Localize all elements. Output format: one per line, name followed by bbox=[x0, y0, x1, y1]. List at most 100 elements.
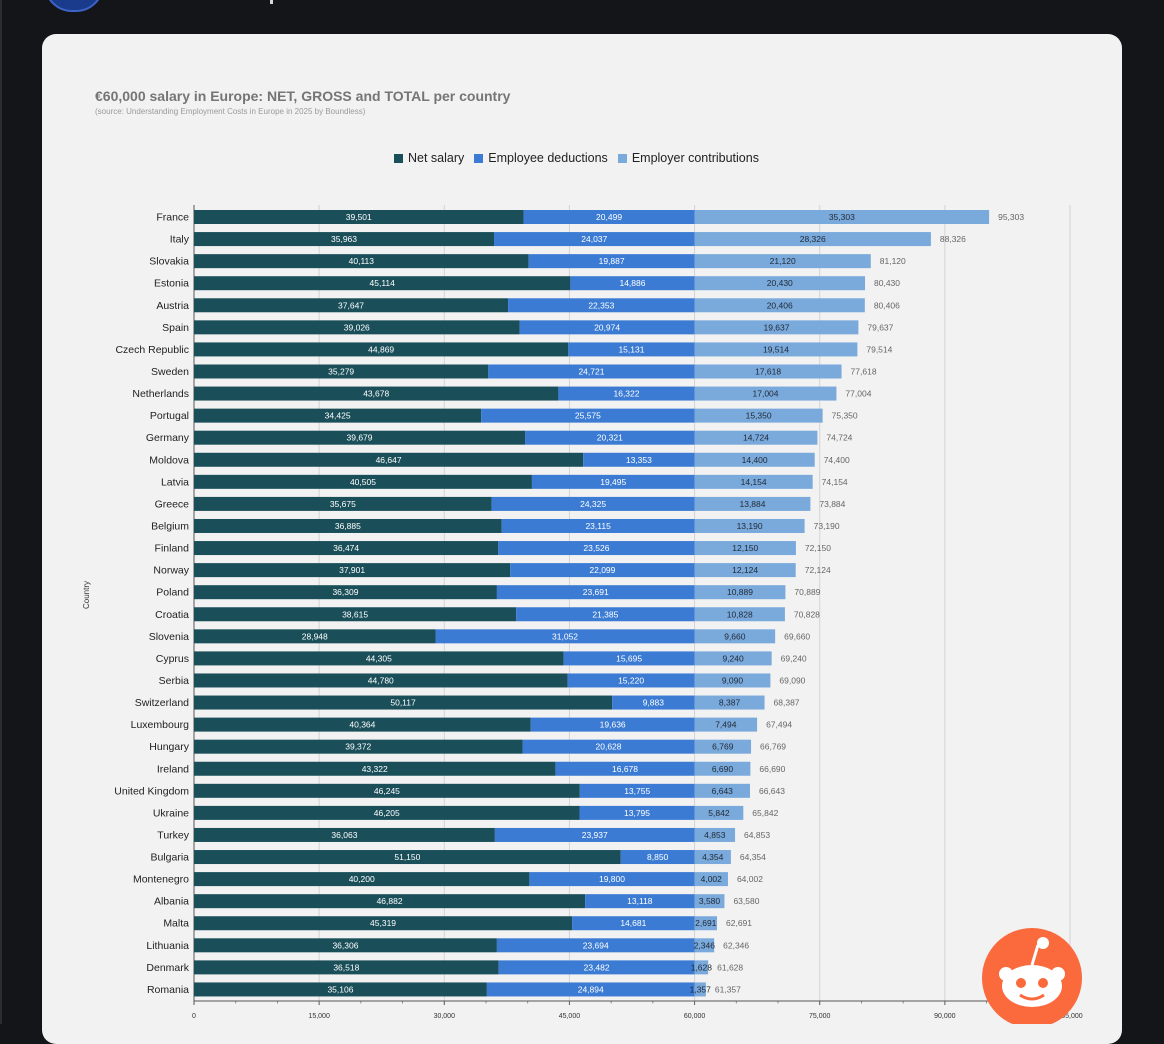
chart-subtitle: (source: Understanding Employment Costs … bbox=[95, 107, 366, 116]
bar-segment bbox=[694, 673, 771, 688]
total-label: 77,004 bbox=[845, 389, 871, 399]
bar-segment bbox=[694, 982, 706, 997]
bar-segment bbox=[194, 430, 526, 445]
bar-value-label: 36,474 bbox=[333, 543, 359, 553]
bar-value-label: 40,200 bbox=[349, 874, 375, 884]
bar-segment bbox=[570, 276, 695, 291]
bar-value-label: 20,499 bbox=[596, 212, 622, 222]
x-tick-label: 45,000 bbox=[559, 1013, 581, 1020]
bar-segment bbox=[529, 872, 695, 887]
bar-value-label: 36,306 bbox=[332, 940, 358, 950]
category-label: Luxembourg bbox=[131, 719, 190, 731]
bar-value-label: 19,495 bbox=[600, 477, 626, 487]
bar-segment bbox=[194, 320, 520, 335]
bar-segment bbox=[508, 298, 695, 313]
bar-value-label: 45,319 bbox=[370, 918, 396, 928]
x-tick-label: 15,000 bbox=[308, 1013, 330, 1020]
bar-segment bbox=[572, 916, 695, 931]
bar-value-label: 13,353 bbox=[626, 455, 652, 465]
total-label: 62,346 bbox=[723, 940, 749, 950]
bar-value-label: 16,678 bbox=[612, 764, 638, 774]
legend-label-employer-contributions: Employer contributions bbox=[631, 151, 759, 165]
bar-segment bbox=[194, 408, 482, 423]
category-label: Poland bbox=[156, 587, 189, 599]
bar-segment bbox=[194, 761, 556, 776]
category-label: Netherlands bbox=[132, 388, 189, 400]
total-label: 79,637 bbox=[867, 322, 893, 332]
bar-segment bbox=[498, 541, 695, 556]
legend-item-net-salary[interactable]: Net salary bbox=[394, 151, 464, 165]
reddit-snoo-icon[interactable] bbox=[982, 928, 1082, 1024]
category-label: Lithuania bbox=[146, 940, 189, 952]
bar-value-label: 9,883 bbox=[643, 698, 665, 708]
bar-value-label: 5,842 bbox=[708, 808, 730, 818]
bar-segment bbox=[694, 938, 715, 953]
bar-segment bbox=[194, 872, 530, 887]
total-label: 61,628 bbox=[717, 962, 743, 972]
bar-segment bbox=[612, 695, 695, 710]
legend-label-employee-deductions: Employee deductions bbox=[488, 151, 608, 165]
total-label: 73,884 bbox=[819, 499, 845, 509]
total-label: 74,154 bbox=[822, 477, 848, 487]
category-label: Spain bbox=[162, 322, 189, 334]
bar-value-label: 23,115 bbox=[585, 521, 611, 531]
bar-value-label: 20,430 bbox=[767, 278, 793, 288]
bar-value-label: 39,679 bbox=[347, 433, 373, 443]
total-label: 79,514 bbox=[866, 344, 892, 354]
legend-item-employer-contributions[interactable]: Employer contributions bbox=[617, 151, 759, 165]
bar-value-label: 13,755 bbox=[624, 786, 650, 796]
x-tick-label: 60,000 bbox=[684, 1013, 706, 1020]
bar-value-label: 35,106 bbox=[327, 984, 353, 994]
bar-value-label: 13,118 bbox=[627, 896, 653, 906]
bar-value-label: 14,681 bbox=[620, 918, 646, 928]
bar-segment bbox=[694, 364, 842, 379]
total-label: 70,828 bbox=[794, 609, 820, 619]
category-label: Austria bbox=[156, 300, 189, 312]
total-label: 69,240 bbox=[781, 653, 807, 663]
category-label: Ireland bbox=[157, 763, 189, 775]
bar-value-label: 20,974 bbox=[594, 322, 620, 332]
bar-value-label: 36,518 bbox=[333, 962, 359, 972]
chart-title: €60,000 salary in Europe: NET, GROSS and… bbox=[95, 88, 511, 104]
bar-segment bbox=[498, 960, 695, 975]
bar-segment bbox=[194, 651, 564, 666]
bar-value-label: 36,309 bbox=[332, 587, 358, 597]
bar-value-label: 44,869 bbox=[368, 344, 394, 354]
bar-segment bbox=[694, 496, 811, 511]
bar-value-label: 40,364 bbox=[349, 720, 375, 730]
category-label: Italy bbox=[170, 234, 190, 246]
bar-segment bbox=[491, 496, 695, 511]
bar-value-label: 22,353 bbox=[588, 300, 614, 310]
bar-segment bbox=[694, 739, 752, 754]
bar-segment bbox=[194, 739, 523, 754]
avatar[interactable] bbox=[44, 0, 104, 12]
bar-segment bbox=[494, 232, 695, 247]
bar-segment bbox=[516, 607, 695, 622]
category-label: Greece bbox=[155, 498, 190, 510]
bar-segment bbox=[528, 254, 695, 269]
category-label: Finland bbox=[155, 543, 190, 555]
bar-value-label: 8,850 bbox=[647, 852, 669, 862]
bar-value-label: 24,037 bbox=[581, 234, 607, 244]
bar-value-label: 4,853 bbox=[704, 830, 726, 840]
category-label: Sweden bbox=[151, 366, 189, 378]
category-label: Turkey bbox=[157, 829, 189, 841]
bar-value-label: 14,724 bbox=[743, 433, 769, 443]
legend-item-employee-deductions[interactable]: Employee deductions bbox=[474, 151, 608, 165]
total-label: 88,326 bbox=[940, 234, 966, 244]
bar-value-label: 13,795 bbox=[624, 808, 650, 818]
total-label: 69,090 bbox=[779, 675, 805, 685]
bar-segment bbox=[501, 518, 695, 533]
bar-value-label: 20,406 bbox=[767, 300, 793, 310]
category-label: Cyprus bbox=[156, 653, 189, 665]
bar-segment bbox=[694, 342, 858, 357]
bar-value-label: 46,882 bbox=[377, 896, 403, 906]
bar-value-label: 7,494 bbox=[715, 720, 737, 730]
bar-value-label: 10,828 bbox=[727, 609, 753, 619]
category-label: Bulgaria bbox=[150, 852, 189, 864]
bar-value-label: 46,205 bbox=[374, 808, 400, 818]
total-label: 80,406 bbox=[874, 300, 900, 310]
bar-segment bbox=[486, 982, 695, 997]
bar-value-label: 15,220 bbox=[618, 675, 644, 685]
bar-segment bbox=[579, 805, 695, 820]
